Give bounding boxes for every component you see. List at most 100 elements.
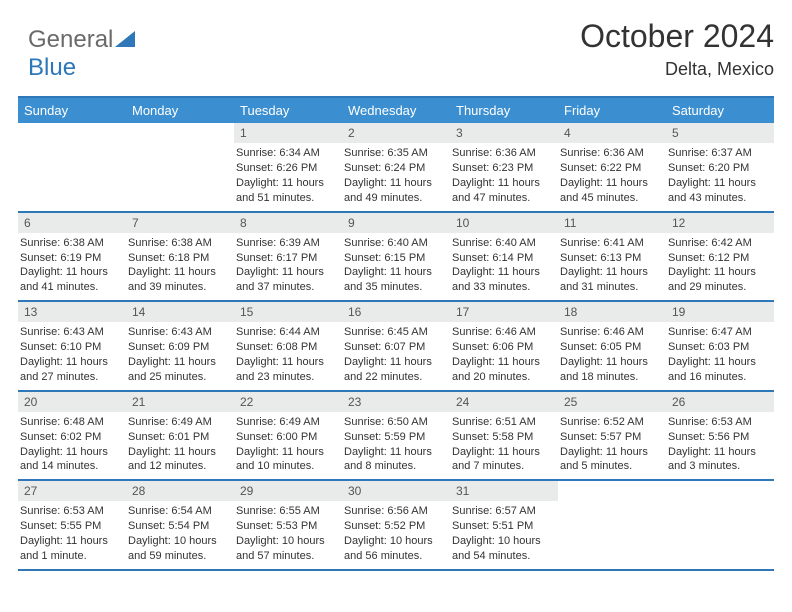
sunrise-text: Sunrise: 6:52 AM — [560, 415, 662, 430]
daylight-text: Daylight: 11 hours and 8 minutes. — [344, 445, 446, 475]
sunset-text: Sunset: 5:55 PM — [20, 519, 122, 534]
sunrise-text: Sunrise: 6:55 AM — [236, 504, 338, 519]
sunrise-text: Sunrise: 6:49 AM — [128, 415, 230, 430]
daylight-text: Daylight: 10 hours and 59 minutes. — [128, 534, 230, 564]
day-number: 14 — [126, 302, 234, 322]
sunrise-text: Sunrise: 6:57 AM — [452, 504, 554, 519]
day-body: Sunrise: 6:43 AMSunset: 6:09 PMDaylight:… — [126, 322, 234, 389]
sunset-text: Sunset: 6:10 PM — [20, 340, 122, 355]
daylight-text: Daylight: 10 hours and 56 minutes. — [344, 534, 446, 564]
day-number: 26 — [666, 392, 774, 412]
daylight-text: Daylight: 11 hours and 25 minutes. — [128, 355, 230, 385]
day-cell: 3Sunrise: 6:36 AMSunset: 6:23 PMDaylight… — [450, 123, 558, 211]
day-cell: 16Sunrise: 6:45 AMSunset: 6:07 PMDayligh… — [342, 302, 450, 390]
day-cell: 17Sunrise: 6:46 AMSunset: 6:06 PMDayligh… — [450, 302, 558, 390]
sunset-text: Sunset: 5:51 PM — [452, 519, 554, 534]
daylight-text: Daylight: 11 hours and 1 minute. — [20, 534, 122, 564]
sunset-text: Sunset: 6:26 PM — [236, 161, 338, 176]
sunrise-text: Sunrise: 6:56 AM — [344, 504, 446, 519]
sunrise-text: Sunrise: 6:38 AM — [128, 236, 230, 251]
day-body: Sunrise: 6:40 AMSunset: 6:14 PMDaylight:… — [450, 233, 558, 300]
sunset-text: Sunset: 6:20 PM — [668, 161, 770, 176]
day-cell — [18, 123, 126, 211]
day-number: 31 — [450, 481, 558, 501]
daylight-text: Daylight: 11 hours and 33 minutes. — [452, 265, 554, 295]
day-cell: 9Sunrise: 6:40 AMSunset: 6:15 PMDaylight… — [342, 213, 450, 301]
day-cell: 18Sunrise: 6:46 AMSunset: 6:05 PMDayligh… — [558, 302, 666, 390]
day-number: 4 — [558, 123, 666, 143]
daylight-text: Daylight: 11 hours and 37 minutes. — [236, 265, 338, 295]
daylight-text: Daylight: 11 hours and 22 minutes. — [344, 355, 446, 385]
day-cell: 5Sunrise: 6:37 AMSunset: 6:20 PMDaylight… — [666, 123, 774, 211]
day-number: 18 — [558, 302, 666, 322]
daylight-text: Daylight: 11 hours and 27 minutes. — [20, 355, 122, 385]
daylight-text: Daylight: 10 hours and 54 minutes. — [452, 534, 554, 564]
week-row: 1Sunrise: 6:34 AMSunset: 6:26 PMDaylight… — [18, 123, 774, 213]
day-number: 9 — [342, 213, 450, 233]
sunrise-text: Sunrise: 6:40 AM — [344, 236, 446, 251]
day-header-saturday: Saturday — [666, 98, 774, 123]
sunrise-text: Sunrise: 6:41 AM — [560, 236, 662, 251]
day-cell: 25Sunrise: 6:52 AMSunset: 5:57 PMDayligh… — [558, 392, 666, 480]
day-number: 13 — [18, 302, 126, 322]
day-cell: 24Sunrise: 6:51 AMSunset: 5:58 PMDayligh… — [450, 392, 558, 480]
day-body: Sunrise: 6:50 AMSunset: 5:59 PMDaylight:… — [342, 412, 450, 479]
sunset-text: Sunset: 6:07 PM — [344, 340, 446, 355]
day-body: Sunrise: 6:46 AMSunset: 6:05 PMDaylight:… — [558, 322, 666, 389]
day-header-row: SundayMondayTuesdayWednesdayThursdayFrid… — [18, 98, 774, 123]
week-row: 13Sunrise: 6:43 AMSunset: 6:10 PMDayligh… — [18, 302, 774, 392]
day-cell: 4Sunrise: 6:36 AMSunset: 6:22 PMDaylight… — [558, 123, 666, 211]
daylight-text: Daylight: 11 hours and 49 minutes. — [344, 176, 446, 206]
day-cell: 23Sunrise: 6:50 AMSunset: 5:59 PMDayligh… — [342, 392, 450, 480]
day-body: Sunrise: 6:35 AMSunset: 6:24 PMDaylight:… — [342, 143, 450, 210]
sunrise-text: Sunrise: 6:39 AM — [236, 236, 338, 251]
day-number: 19 — [666, 302, 774, 322]
day-number: 28 — [126, 481, 234, 501]
sunset-text: Sunset: 6:05 PM — [560, 340, 662, 355]
day-body: Sunrise: 6:34 AMSunset: 6:26 PMDaylight:… — [234, 143, 342, 210]
sunset-text: Sunset: 6:24 PM — [344, 161, 446, 176]
day-header-thursday: Thursday — [450, 98, 558, 123]
day-body: Sunrise: 6:47 AMSunset: 6:03 PMDaylight:… — [666, 322, 774, 389]
day-number: 22 — [234, 392, 342, 412]
sunrise-text: Sunrise: 6:46 AM — [560, 325, 662, 340]
day-number: 1 — [234, 123, 342, 143]
day-number: 25 — [558, 392, 666, 412]
logo-part2: Blue — [28, 54, 76, 81]
sunset-text: Sunset: 6:18 PM — [128, 251, 230, 266]
daylight-text: Daylight: 11 hours and 5 minutes. — [560, 445, 662, 475]
daylight-text: Daylight: 11 hours and 47 minutes. — [452, 176, 554, 206]
sunset-text: Sunset: 5:52 PM — [344, 519, 446, 534]
day-cell: 21Sunrise: 6:49 AMSunset: 6:01 PMDayligh… — [126, 392, 234, 480]
sunrise-text: Sunrise: 6:40 AM — [452, 236, 554, 251]
title-block: October 2024 Delta, Mexico — [580, 18, 774, 80]
sunrise-text: Sunrise: 6:53 AM — [668, 415, 770, 430]
daylight-text: Daylight: 10 hours and 57 minutes. — [236, 534, 338, 564]
daylight-text: Daylight: 11 hours and 12 minutes. — [128, 445, 230, 475]
sunset-text: Sunset: 6:03 PM — [668, 340, 770, 355]
daylight-text: Daylight: 11 hours and 20 minutes. — [452, 355, 554, 385]
day-number: 16 — [342, 302, 450, 322]
day-header-tuesday: Tuesday — [234, 98, 342, 123]
day-number: 20 — [18, 392, 126, 412]
sunset-text: Sunset: 6:09 PM — [128, 340, 230, 355]
day-body: Sunrise: 6:36 AMSunset: 6:22 PMDaylight:… — [558, 143, 666, 210]
day-body: Sunrise: 6:48 AMSunset: 6:02 PMDaylight:… — [18, 412, 126, 479]
day-body: Sunrise: 6:37 AMSunset: 6:20 PMDaylight:… — [666, 143, 774, 210]
sunrise-text: Sunrise: 6:49 AM — [236, 415, 338, 430]
day-body: Sunrise: 6:42 AMSunset: 6:12 PMDaylight:… — [666, 233, 774, 300]
day-number: 23 — [342, 392, 450, 412]
day-cell: 10Sunrise: 6:40 AMSunset: 6:14 PMDayligh… — [450, 213, 558, 301]
logo-part1: General — [28, 26, 113, 53]
day-body: Sunrise: 6:45 AMSunset: 6:07 PMDaylight:… — [342, 322, 450, 389]
sunset-text: Sunset: 6:14 PM — [452, 251, 554, 266]
sunrise-text: Sunrise: 6:36 AM — [560, 146, 662, 161]
sunrise-text: Sunrise: 6:45 AM — [344, 325, 446, 340]
sunset-text: Sunset: 6:02 PM — [20, 430, 122, 445]
sunrise-text: Sunrise: 6:37 AM — [668, 146, 770, 161]
day-body: Sunrise: 6:56 AMSunset: 5:52 PMDaylight:… — [342, 501, 450, 568]
sunrise-text: Sunrise: 6:43 AM — [20, 325, 122, 340]
daylight-text: Daylight: 11 hours and 18 minutes. — [560, 355, 662, 385]
day-cell: 27Sunrise: 6:53 AMSunset: 5:55 PMDayligh… — [18, 481, 126, 569]
week-row: 20Sunrise: 6:48 AMSunset: 6:02 PMDayligh… — [18, 392, 774, 482]
